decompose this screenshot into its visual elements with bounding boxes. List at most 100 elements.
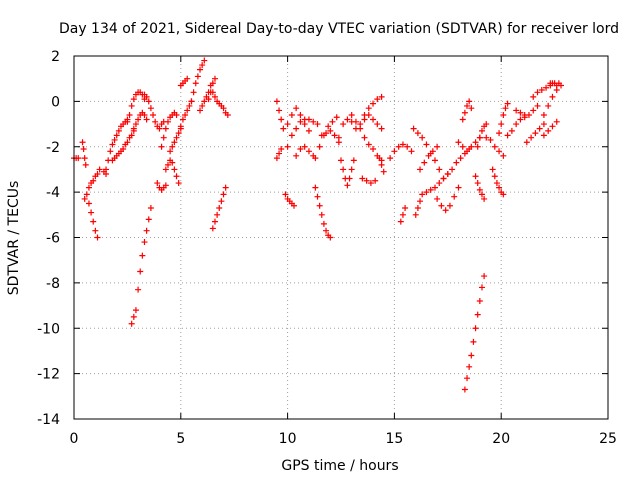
series-s57	[530, 82, 554, 100]
data-point	[162, 182, 169, 189]
data-point	[145, 98, 152, 105]
data-point	[536, 125, 543, 132]
data-point	[534, 102, 541, 109]
data-point	[92, 227, 99, 234]
data-point	[455, 139, 462, 146]
data-point	[128, 320, 135, 327]
data-point	[436, 166, 443, 173]
data-point	[340, 121, 347, 128]
series-s42	[417, 143, 441, 173]
data-point	[209, 225, 216, 232]
series-s1	[71, 155, 82, 162]
series-s31	[335, 116, 359, 141]
data-point	[201, 98, 208, 105]
data-point	[412, 211, 419, 218]
series-s46	[455, 134, 483, 155]
series-s60	[547, 80, 562, 89]
data-point	[205, 96, 212, 103]
x-tick-label: 10	[279, 431, 297, 447]
data-point	[434, 143, 441, 150]
data-point	[449, 166, 456, 173]
series-s38	[387, 141, 415, 162]
data-point	[344, 182, 351, 189]
data-point	[124, 139, 131, 146]
data-point	[504, 100, 511, 107]
x-axis-label: GPS time / hours	[281, 458, 398, 474]
data-point	[468, 143, 475, 150]
data-point	[220, 191, 227, 198]
data-point	[327, 127, 334, 134]
data-point	[323, 130, 330, 137]
data-point	[402, 205, 409, 212]
series-s55	[513, 102, 541, 121]
y-tick-label: 2	[51, 49, 60, 65]
series-s24	[282, 191, 298, 209]
data-point	[374, 96, 381, 103]
data-point	[365, 141, 372, 148]
data-point	[553, 118, 560, 125]
data-point	[135, 286, 142, 293]
data-point	[472, 139, 479, 146]
series-s53	[496, 100, 511, 137]
data-point	[461, 386, 468, 393]
data-point	[282, 191, 289, 198]
data-point	[288, 111, 295, 118]
data-point	[423, 141, 430, 148]
data-point	[124, 118, 131, 125]
data-point	[211, 218, 218, 225]
data-point	[476, 186, 483, 193]
data-point	[502, 105, 509, 112]
data-point	[316, 143, 323, 150]
data-point	[545, 127, 552, 134]
data-point	[224, 111, 231, 118]
data-point	[459, 116, 466, 123]
data-point	[167, 148, 174, 155]
data-point	[132, 121, 139, 128]
data-point	[169, 143, 176, 150]
data-point	[399, 141, 406, 148]
data-point	[188, 98, 195, 105]
series-s17	[188, 57, 208, 105]
data-point	[378, 125, 385, 132]
series-s11	[154, 180, 169, 193]
data-point	[513, 107, 520, 114]
data-point	[370, 116, 377, 123]
data-point	[472, 173, 479, 180]
data-point	[493, 180, 500, 187]
data-point	[474, 180, 481, 187]
data-point	[222, 184, 229, 191]
data-point	[120, 146, 127, 153]
data-point	[186, 102, 193, 109]
data-point	[288, 132, 295, 139]
data-point	[184, 75, 191, 82]
data-point	[348, 166, 355, 173]
data-point	[478, 191, 485, 198]
data-point	[395, 143, 402, 150]
data-point	[301, 143, 308, 150]
series-s56	[523, 121, 547, 146]
data-point	[440, 175, 447, 182]
grid-lines	[74, 56, 608, 419]
data-point	[291, 202, 298, 209]
data-point	[338, 157, 344, 164]
data-point	[293, 105, 300, 112]
data-point	[331, 132, 338, 139]
data-point	[487, 136, 494, 143]
series-s10	[141, 91, 167, 132]
data-point	[143, 116, 150, 123]
series-s50	[474, 121, 490, 150]
data-point	[370, 100, 377, 107]
data-point	[451, 193, 458, 200]
data-point	[164, 161, 171, 168]
data-point	[96, 166, 103, 173]
y-tick-label: -2	[46, 140, 60, 156]
data-point	[305, 116, 312, 123]
data-point	[75, 155, 82, 162]
data-point	[323, 227, 330, 234]
data-point	[500, 152, 507, 159]
data-point	[348, 111, 355, 118]
data-point	[325, 123, 332, 130]
data-point	[504, 132, 511, 139]
y-tick-label: -8	[46, 276, 60, 292]
data-point	[434, 195, 441, 202]
